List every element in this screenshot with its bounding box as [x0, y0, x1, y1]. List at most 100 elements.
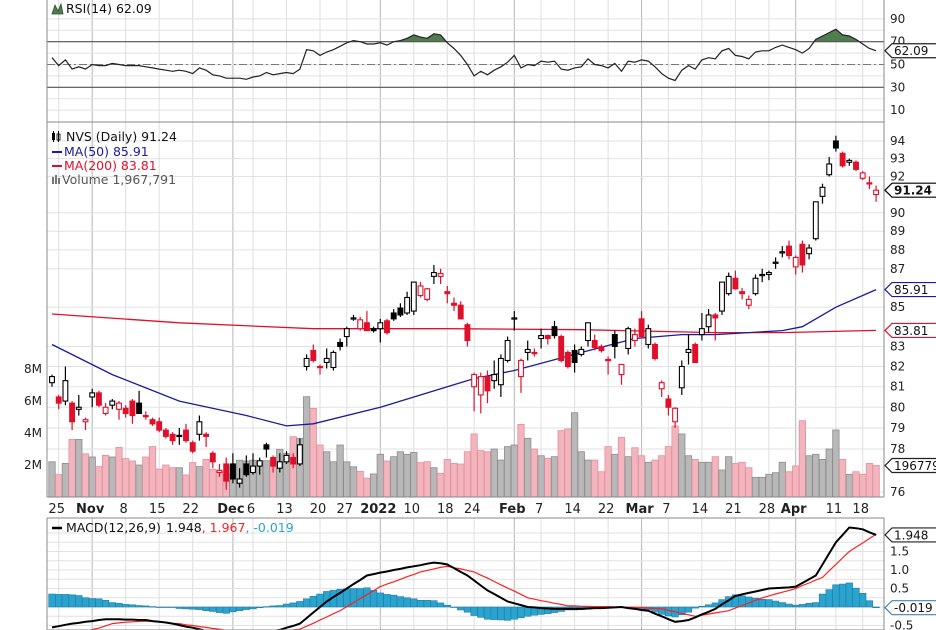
macd-histogram-bar: [242, 606, 250, 610]
volume-bar: [95, 466, 103, 497]
volume-bar: [189, 462, 197, 497]
candle: [665, 394, 672, 416]
candle: [611, 330, 618, 359]
date-tick-label: Mar: [626, 502, 655, 517]
macd-histogram-bar: [122, 604, 130, 608]
volume-bar: [61, 462, 70, 497]
candle: [551, 320, 558, 339]
candle: [75, 394, 82, 416]
candle: [819, 183, 826, 204]
candle: [779, 246, 786, 258]
candle: [357, 316, 364, 331]
candle: [95, 390, 102, 408]
macd-histogram-bar: [249, 606, 257, 610]
candle-body: [605, 358, 612, 362]
candle: [511, 311, 518, 331]
volume-tick-label: 8M: [24, 362, 42, 376]
volume-last-tag-box: [884, 457, 936, 474]
candle-body: [631, 334, 638, 342]
volume-bar: [584, 459, 592, 497]
volume-bar: [678, 433, 686, 497]
macd-histogram-bar: [430, 600, 438, 608]
candle: [471, 372, 478, 412]
volume-bar: [430, 467, 438, 497]
candle-body: [156, 421, 163, 431]
volume-bar: [530, 448, 539, 497]
axes: 25 Nov 8 15 22 Dec 6 13 20 27 2022 10 18 24 Feb 7 14 22 Ma…: [24, 12, 913, 630]
volume-bar: [410, 451, 418, 497]
volume-bar: [102, 454, 110, 497]
candle: [658, 380, 665, 397]
candle: [698, 312, 705, 341]
candle: [229, 453, 236, 484]
volume-bar: [785, 471, 793, 497]
candle-body: [229, 463, 236, 480]
candle: [243, 455, 250, 477]
candle-body: [129, 400, 136, 417]
rsi-tick-label: 30: [890, 80, 905, 94]
candle-body: [95, 392, 102, 406]
macd-histogram-bar: [698, 605, 706, 608]
moving-averages: [51, 289, 877, 427]
macd-histogram-bar: [517, 606, 525, 619]
candle-body: [665, 398, 672, 408]
date-tick-label: 6: [247, 502, 255, 517]
candle: [343, 326, 350, 347]
volume-bar: [302, 396, 311, 497]
volume-bar: [316, 444, 324, 497]
rsi-tick-label: 90: [890, 12, 905, 26]
candle: [652, 342, 658, 361]
volume-tick-label: 4M: [24, 426, 42, 440]
candle-body: [739, 291, 746, 295]
candle-body: [363, 322, 370, 332]
candle-body: [122, 407, 129, 415]
macd-histogram-bar: [463, 606, 472, 613]
candle: [719, 281, 725, 315]
price-tick-label: 89: [890, 224, 905, 238]
price-tick-label: 88: [890, 243, 905, 257]
candle-body: [645, 328, 652, 346]
candle-body: [866, 182, 873, 185]
macd-histogram-bar: [457, 606, 465, 611]
macd-panel: [48, 526, 880, 630]
volume-bar: [758, 476, 766, 497]
volume-bar: [349, 466, 358, 497]
panel-frames: [46, 0, 885, 630]
date-tick-label: 28: [759, 502, 776, 517]
candle-body: [558, 336, 565, 362]
volume-bar: [356, 470, 364, 497]
hist-last-tag-box: [884, 600, 936, 616]
macd-histogram-bar: [236, 606, 244, 612]
macd-histogram-bar: [436, 602, 445, 608]
ma50-last-tag-box: [884, 281, 936, 298]
date-tick-label: 8: [120, 502, 128, 517]
macd-histogram-bar: [423, 600, 431, 608]
price-tick-label: 80: [890, 400, 905, 414]
date-tick-label: 27: [337, 502, 354, 517]
candle-body: [370, 328, 377, 332]
price-tick-label: 94: [890, 134, 905, 148]
candle-body: [263, 444, 270, 450]
rsi-tick-label: 10: [890, 103, 905, 117]
candle-body: [176, 434, 183, 438]
ma50-last-tag: 85.91: [894, 283, 928, 297]
candle: [256, 457, 263, 475]
date-tick-label: 18: [437, 502, 454, 517]
macd-signal-line: [87, 533, 877, 630]
candle: [384, 318, 390, 335]
candle-body: [859, 172, 866, 179]
macd-histogram-bar: [524, 606, 532, 617]
macd-histogram-bar: [872, 606, 880, 609]
candle: [290, 453, 297, 469]
candle-body: [444, 291, 451, 295]
volume-bar: [162, 464, 170, 497]
candle-body: [243, 463, 250, 476]
macd-histogram-bar: [55, 594, 63, 608]
candle: [424, 287, 431, 302]
candle: [538, 328, 545, 349]
macd-histogram-bar: [503, 606, 512, 621]
volume-bar: [343, 461, 351, 497]
candle: [283, 451, 290, 464]
macd-histogram-bar: [396, 596, 405, 608]
macd-histogram-bar: [704, 604, 713, 608]
